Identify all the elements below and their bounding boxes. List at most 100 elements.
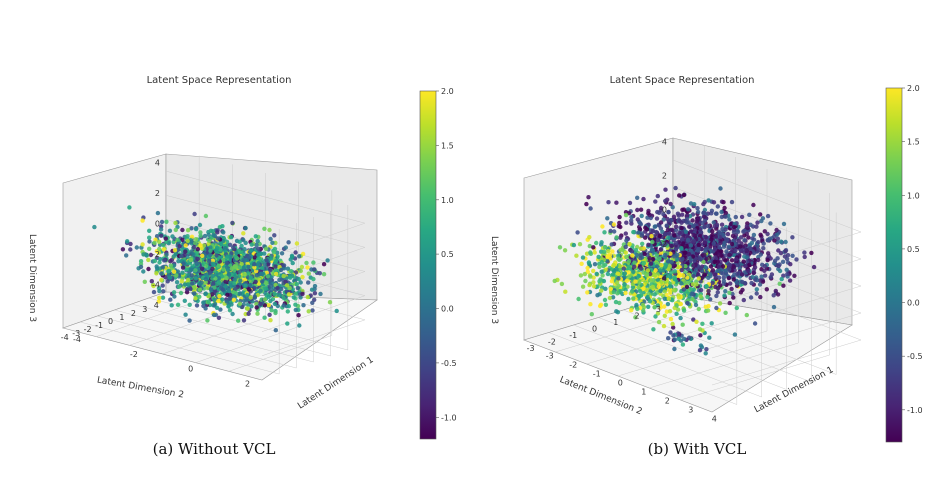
scatter-point: [646, 242, 651, 247]
scatter-point: [716, 275, 722, 280]
scatter-point: [648, 278, 654, 283]
scatter-point: [698, 287, 704, 293]
scatter-point: [183, 243, 188, 248]
scatter-point: [157, 295, 162, 300]
scatter-point: [681, 273, 686, 278]
scatter-point: [203, 291, 208, 297]
scatter-point: [622, 271, 627, 276]
scatter-point: [677, 193, 682, 198]
scatter-point: [584, 201, 589, 207]
scatter-point: [120, 247, 126, 252]
scatter-point: [284, 283, 290, 288]
scatter-point: [802, 254, 807, 260]
scatter-point: [668, 284, 673, 289]
scatter-point: [214, 253, 219, 258]
scatter-point: [585, 269, 590, 274]
scatter-point: [703, 351, 708, 356]
scatter-point: [681, 192, 687, 198]
scatter-point: [668, 330, 673, 335]
scatter-point: [588, 206, 593, 211]
scatter-point: [666, 296, 671, 301]
scatter-point: [180, 265, 186, 270]
scatter-point: [680, 256, 685, 261]
scatter-point: [160, 283, 165, 288]
scatter-point: [734, 305, 739, 311]
scatter-point: [640, 302, 646, 308]
scatter-point: [698, 294, 703, 299]
grid-line: [672, 159, 862, 278]
scatter-point: [605, 254, 610, 260]
scatter-point: [221, 257, 226, 263]
scatter-point: [197, 222, 203, 228]
scatter-point: [694, 282, 699, 287]
scatter-point: [741, 297, 746, 303]
scatter-point: [781, 283, 786, 288]
scatter-point: [684, 216, 690, 222]
scatter-point: [729, 258, 735, 263]
scatter-point: [748, 295, 754, 300]
scatter-point: [207, 252, 213, 258]
scatter-point: [721, 275, 726, 280]
scatter-point: [221, 267, 226, 272]
scatter-point: [626, 270, 631, 275]
scatter-point: [655, 209, 660, 215]
scatter-point: [293, 307, 298, 313]
scatter-point: [756, 239, 761, 245]
scatter-point: [771, 293, 776, 298]
z-axis-label: Latent Dimension 3: [489, 236, 499, 324]
scatter-point: [242, 298, 247, 303]
scatter-point: [208, 228, 214, 233]
scatter-point: [216, 315, 222, 320]
scatter-point: [167, 228, 173, 233]
scatter-point: [781, 221, 787, 227]
scatter-point: [237, 248, 242, 254]
y-tick-label: -3: [527, 344, 535, 353]
grid-line: [672, 186, 862, 305]
x-tick-label: -3: [546, 352, 554, 361]
scatter-point: [218, 307, 223, 312]
scatter-point: [298, 268, 303, 274]
scatter-point: [624, 278, 630, 283]
scatter-point: [739, 214, 745, 220]
scatter-point: [219, 241, 224, 247]
scatter-point: [577, 242, 583, 247]
scatter-point: [211, 312, 217, 318]
scatter-point: [662, 313, 667, 318]
scatter-point: [756, 247, 761, 253]
scatter-point: [296, 276, 301, 282]
scatter-point: [223, 284, 229, 289]
scatter-point: [704, 284, 709, 289]
colorbar-gradient: [885, 87, 903, 443]
z-axis-label: Latent Dimension 3: [27, 234, 37, 322]
scatter-point: [655, 237, 661, 243]
scatter-point: [682, 336, 687, 342]
scatter-point: [711, 200, 717, 205]
y-tick-label: 1: [613, 318, 618, 327]
scatter-point: [641, 308, 646, 313]
scatter-point: [157, 288, 162, 294]
scatter-point: [578, 273, 584, 278]
scatter-point: [159, 219, 165, 225]
scatter-point: [146, 257, 151, 263]
scatter-point: [752, 321, 758, 326]
scatter-point: [306, 271, 311, 276]
scatter-point: [611, 269, 617, 274]
scatter-point: [241, 265, 246, 270]
scatter-point: [192, 211, 197, 217]
scatter-point: [211, 281, 216, 286]
scatter-point: [703, 248, 708, 254]
scatter-point: [268, 298, 273, 304]
scatter-point: [726, 267, 732, 272]
scatter-point: [725, 231, 731, 237]
scatter-point: [310, 300, 315, 305]
scatter-point: [623, 250, 628, 255]
scatter-point: [613, 299, 619, 305]
scatter-point: [674, 240, 679, 246]
scatter-point: [187, 318, 192, 323]
scatter-point: [634, 252, 640, 258]
scatter-point: [720, 264, 726, 269]
scatter-point: [681, 308, 687, 313]
scatter-point: [293, 291, 298, 296]
scatter-point: [716, 264, 722, 269]
z-tick-label: 2: [155, 189, 160, 198]
